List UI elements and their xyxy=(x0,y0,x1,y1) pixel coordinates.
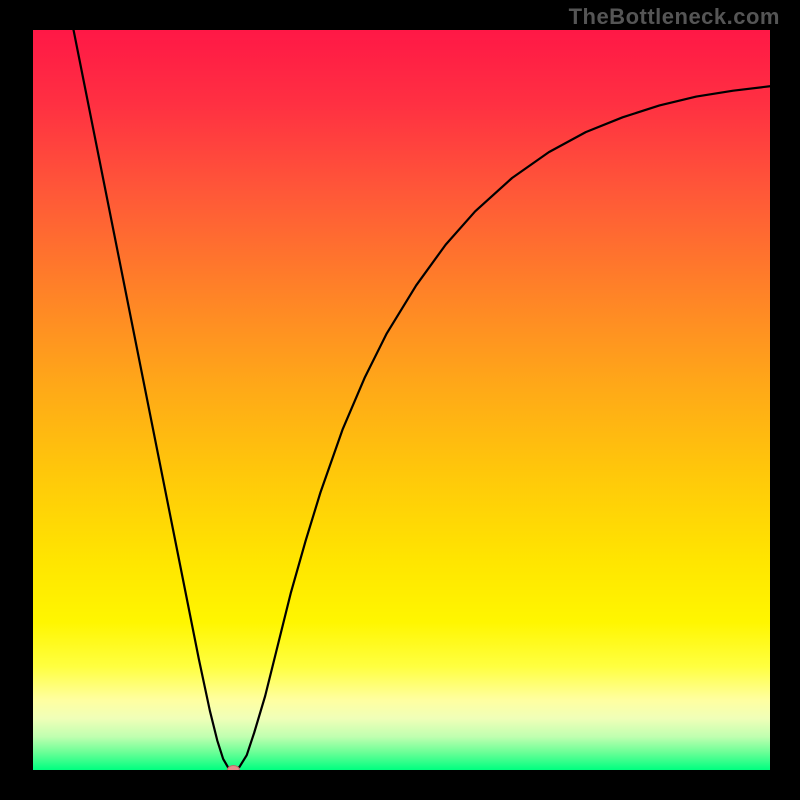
curve-layer xyxy=(33,30,770,770)
chart-container: TheBottleneck.com xyxy=(0,0,800,800)
minimum-marker xyxy=(227,766,239,771)
watermark-text: TheBottleneck.com xyxy=(569,4,780,30)
plot-area xyxy=(33,30,770,770)
bottleneck-curve xyxy=(74,30,770,770)
